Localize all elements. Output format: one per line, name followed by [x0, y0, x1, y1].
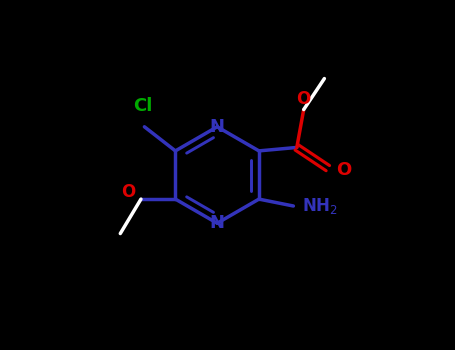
Text: N: N — [210, 214, 225, 232]
Text: N: N — [210, 118, 225, 136]
Text: O: O — [121, 183, 136, 201]
Text: O: O — [297, 90, 311, 108]
Text: Cl: Cl — [133, 97, 152, 115]
Text: NH$_2$: NH$_2$ — [302, 196, 338, 216]
Text: O: O — [336, 161, 352, 179]
